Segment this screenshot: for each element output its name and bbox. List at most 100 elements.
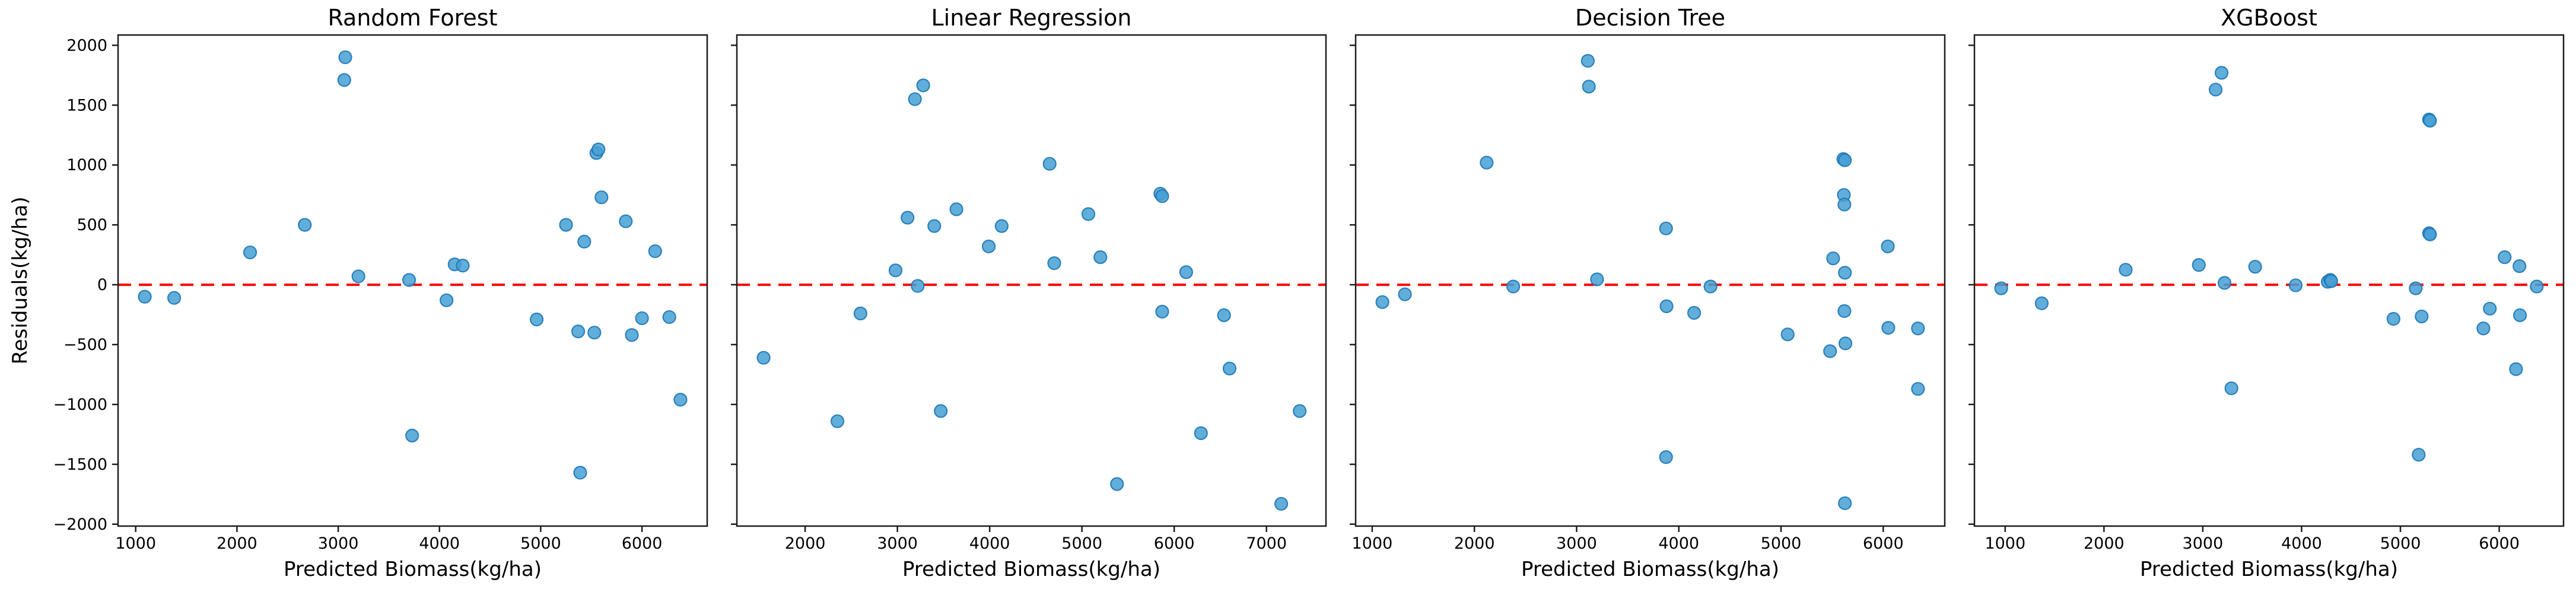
- scatter-point: [756, 351, 771, 365]
- scatter-point: [994, 219, 1009, 233]
- scatter-point: [1155, 304, 1169, 319]
- scatter-point: [2248, 260, 2262, 274]
- scatter-point: [2119, 263, 2133, 277]
- x-tick-label: 6000: [1154, 534, 1195, 553]
- y-tick-label: −500: [63, 336, 107, 354]
- scatter-point: [1110, 477, 1124, 491]
- scatter-point: [2192, 258, 2206, 272]
- scatter-point: [1994, 281, 2008, 295]
- scatter-point: [1659, 221, 1673, 235]
- y-tick-label: 500: [77, 216, 107, 234]
- plot-frame: [1973, 34, 2565, 527]
- y-tick-label: 1000: [66, 156, 107, 174]
- scatter-point: [1838, 496, 1852, 511]
- scatter-point: [2208, 82, 2223, 97]
- scatter-point: [853, 306, 867, 321]
- scatter-point: [635, 311, 649, 326]
- scatter-point: [1703, 279, 1718, 294]
- scatter-point: [2483, 301, 2497, 316]
- scatter-point: [1838, 266, 1852, 280]
- scatter-point: [1217, 308, 1231, 323]
- scatter-point: [559, 218, 573, 232]
- panel-title-xgboost: XGBoost: [2221, 5, 2317, 31]
- panel-title-decision-tree: Decision Tree: [1575, 5, 1726, 31]
- x-axis-label-decision-tree: Predicted Biomass(kg/ha): [1521, 558, 1779, 581]
- scatter-point: [2530, 279, 2544, 294]
- scatter-point: [243, 245, 257, 260]
- scatter-point: [1222, 361, 1237, 375]
- scatter-point: [573, 466, 587, 480]
- scatter-point: [1823, 344, 1837, 358]
- x-axis-label-linear-regression: Predicted Biomass(kg/ha): [902, 558, 1160, 581]
- scatter-point: [619, 214, 633, 228]
- scatter-point: [1911, 321, 1925, 336]
- scatter-point: [1838, 153, 1852, 167]
- scatter-point: [2415, 309, 2429, 324]
- x-tick-label: 2000: [217, 534, 257, 553]
- scatter-point: [1093, 250, 1108, 265]
- scatter-point: [1480, 155, 1494, 170]
- scatter-point: [1274, 496, 1289, 511]
- scatter-point: [2513, 308, 2527, 323]
- scatter-point: [1911, 382, 1925, 396]
- scatter-point: [2386, 311, 2400, 326]
- scatter-point: [1659, 450, 1673, 464]
- scatter-point: [1838, 336, 1853, 351]
- scatter-point: [2513, 259, 2527, 273]
- scatter-point: [1375, 295, 1389, 309]
- scatter-point: [2509, 362, 2523, 376]
- scatter-point: [981, 239, 996, 254]
- x-tick-label: 6000: [622, 534, 663, 553]
- scatter-point: [901, 211, 915, 225]
- scatter-point: [1837, 304, 1852, 318]
- scatter-point: [1081, 207, 1096, 221]
- scatter-point: [2224, 381, 2238, 396]
- scatter-point: [1155, 189, 1169, 203]
- x-tick-label: 1000: [1352, 534, 1393, 553]
- scatter-point: [2423, 113, 2437, 128]
- scatter-point: [2214, 66, 2229, 80]
- scatter-point: [571, 324, 586, 339]
- scatter-point: [1881, 321, 1896, 335]
- scatter-point: [625, 328, 639, 342]
- scatter-point: [949, 202, 963, 216]
- scatter-point: [1582, 79, 1596, 94]
- scatter-point: [927, 219, 942, 233]
- scatter-point: [402, 273, 416, 287]
- plot-frame: [736, 34, 1327, 527]
- x-tick-label: 7000: [1246, 534, 1287, 553]
- scatter-point: [2324, 274, 2339, 288]
- scatter-point: [529, 313, 544, 327]
- x-tick-label: 2000: [785, 534, 826, 553]
- scatter-point: [1780, 327, 1795, 342]
- scatter-point: [1837, 198, 1852, 212]
- y-tick-label: 2000: [66, 36, 107, 55]
- scatter-point: [911, 279, 925, 293]
- scatter-point: [1047, 256, 1061, 270]
- scatter-point: [337, 73, 351, 87]
- y-tick-label: −2000: [53, 515, 107, 534]
- y-tick-label: 0: [97, 276, 107, 294]
- x-tick-label: 2000: [2084, 534, 2125, 553]
- y-tick-label: −1000: [53, 396, 107, 414]
- x-tick-label: 4000: [2281, 534, 2322, 553]
- scatter-point: [338, 50, 352, 65]
- scatter-point: [351, 269, 365, 284]
- scatter-point: [1042, 157, 1057, 171]
- x-tick-label: 6000: [1863, 534, 1904, 553]
- scatter-point: [648, 244, 662, 259]
- scatter-point: [594, 190, 609, 205]
- scatter-point: [2498, 250, 2512, 265]
- y-tick-label: 1500: [66, 96, 107, 114]
- scatter-point: [138, 289, 152, 304]
- x-tick-label: 6000: [2479, 534, 2520, 553]
- panel-title-linear-regression: Linear Regression: [931, 5, 1132, 31]
- x-tick-label: 3000: [2183, 534, 2224, 553]
- plot-frame: [117, 34, 708, 527]
- scatter-plot-decision-tree: 1000 2000 3000 4000 5000 6000: [1350, 34, 1946, 553]
- scatter-point: [2423, 227, 2437, 241]
- scatter-point: [298, 218, 312, 232]
- scatter-point: [673, 393, 688, 407]
